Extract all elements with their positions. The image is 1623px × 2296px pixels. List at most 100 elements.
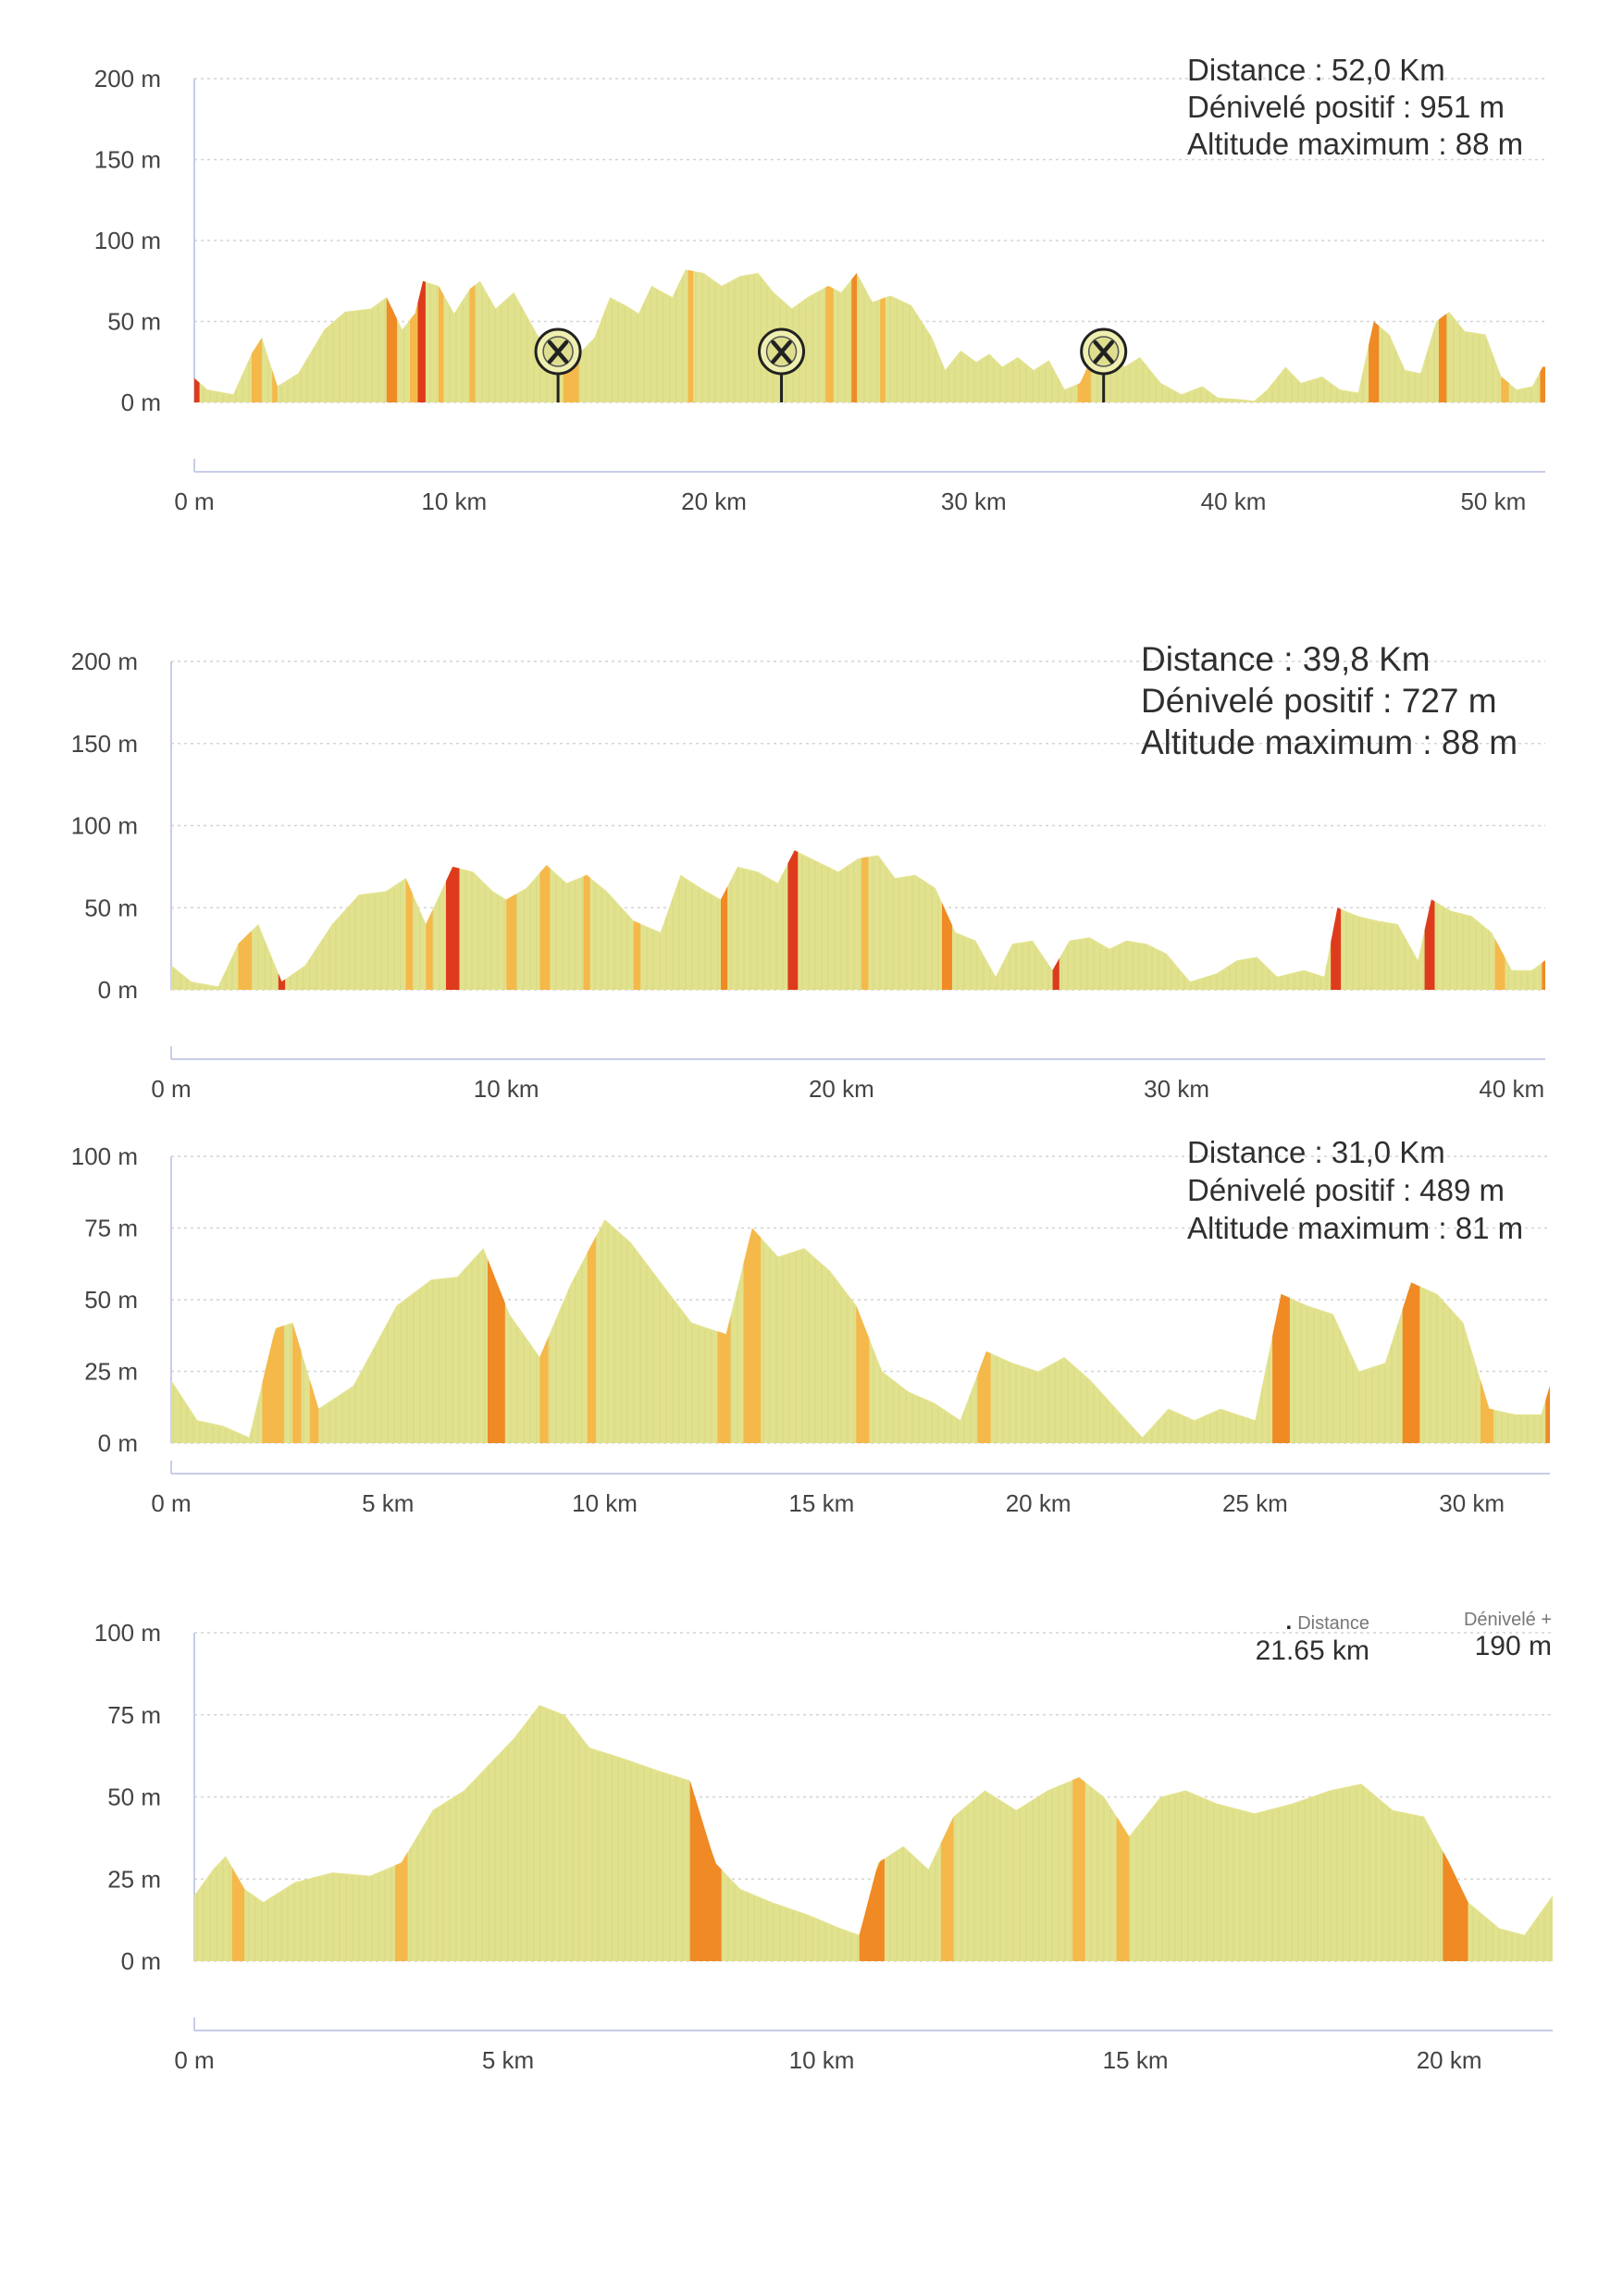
y-tick-label: 100 m: [71, 812, 138, 840]
elevation-chart-2: 0 m 50 m 100 m 150 m 200 m 0 m 10 km 20 km 30 km…: [0, 629, 1623, 1110]
chart-svg-1: 0 m 50 m 100 m 150 m 200 m 0 m 10 km 20 km 30 km…: [94, 65, 1545, 515]
slope-segment: [689, 1780, 722, 1961]
slope-segment: [859, 1858, 885, 1961]
x-tick-label: 10 km: [789, 2046, 855, 2074]
slope-segment: [238, 931, 252, 990]
slope-segment: [539, 1336, 549, 1443]
slope-segment: [262, 1325, 284, 1443]
chart-svg-3: 0 m 25 m 50 m 75 m 100 m 0 m 5 km 10 km 15 km 20 …: [71, 1142, 1550, 1517]
x-tick-label: 0 m: [174, 2046, 214, 2074]
slope-segment: [194, 377, 200, 402]
elevation-gain-value: 190 m: [1474, 1631, 1552, 1661]
slope-segment: [880, 297, 886, 402]
y-tick-label: 50 m: [107, 1784, 161, 1811]
y-tick-label: 200 m: [94, 65, 161, 93]
x-tick-label: 0 m: [151, 1075, 191, 1103]
elevation-gain-label: Dénivelé +: [1463, 1610, 1552, 1630]
route-stats-2: Distance : 39,8 Km Dénivelé positif : 72…: [1141, 638, 1518, 763]
slope-segment: [446, 866, 460, 990]
slope-segment: [942, 902, 952, 990]
y-tick-label: 50 m: [84, 894, 138, 921]
x-tick-label: 20 km: [809, 1075, 874, 1103]
y-tick-label: 75 m: [107, 1701, 161, 1729]
y-tick-label: 75 m: [84, 1215, 138, 1242]
slope-segment: [272, 370, 278, 402]
x-tick-label: 20 km: [1006, 1489, 1072, 1517]
y-tick-label: 150 m: [71, 730, 138, 758]
elevation-gain-stat: Dénivelé + 190 m: [1464, 1610, 1552, 1662]
slope-segment: [231, 1867, 245, 1961]
slope-segment: [278, 973, 286, 990]
x-tick-label: 40 km: [1479, 1075, 1544, 1103]
y-tick-label: 100 m: [94, 227, 161, 254]
x-tick-label: 50 km: [1460, 488, 1526, 515]
y-tick-label: 50 m: [107, 308, 161, 336]
y-tick-label: 100 m: [94, 1619, 161, 1647]
slope-segment: [1072, 1777, 1085, 1961]
slope-segment: [1545, 1386, 1550, 1443]
slope-segment: [851, 273, 857, 402]
slope-segment: [506, 894, 517, 990]
slope-segment: [469, 285, 476, 402]
slope-segment: [1540, 366, 1545, 402]
slope-segment: [1443, 1851, 1468, 1961]
x-tick-label: 10 km: [474, 1075, 539, 1103]
slope-segment: [940, 1816, 954, 1961]
x-tick-label: 30 km: [1144, 1075, 1209, 1103]
x-tick-label: 40 km: [1201, 488, 1267, 515]
slope-segment: [743, 1228, 762, 1443]
x-tick-label: 10 km: [421, 488, 487, 515]
stat-max-altitude: Altitude maximum : 88 m: [1141, 723, 1518, 761]
route-stats-3: Distance : 31,0 Km Dénivelé positif : 48…: [1187, 1133, 1523, 1247]
slope-segment: [861, 857, 869, 990]
slope-segment: [386, 297, 397, 402]
slope-segment: [825, 286, 834, 402]
slope-segment: [539, 865, 551, 990]
y-tick-label: 100 m: [71, 1142, 138, 1170]
y-tick-label: 0 m: [98, 976, 138, 1004]
slope-segment: [251, 338, 262, 402]
slope-segment: [856, 1305, 870, 1443]
stat-elevation-gain: Dénivelé positif : 727 m: [1141, 682, 1497, 720]
x-tick-label: 30 km: [941, 488, 1007, 515]
slope-segment: [438, 286, 444, 402]
restaurant-icon[interactable]: [534, 327, 582, 402]
elevation-chart-3: 0 m 25 m 50 m 75 m 100 m 0 m 5 km 10 km 15 km 20 …: [0, 1135, 1623, 1545]
slope-segment: [1542, 960, 1545, 990]
y-tick-label: 0 m: [98, 1429, 138, 1457]
x-tick-label: 20 km: [681, 488, 747, 515]
slope-segment: [417, 280, 426, 402]
y-tick-label: 150 m: [94, 146, 161, 174]
y-tick-label: 200 m: [71, 648, 138, 675]
x-tick-label: 0 m: [151, 1489, 191, 1517]
distance-stat: . Distance 21.65 km: [1256, 1610, 1369, 1667]
slope-segment: [787, 850, 799, 990]
stat-distance: Distance : 39,8 Km: [1141, 640, 1431, 678]
route-stats-1: Distance : 52,0 Km Dénivelé positif : 95…: [1187, 52, 1523, 163]
x-tick-label: 15 km: [788, 1489, 854, 1517]
x-tick-label: 25 km: [1222, 1489, 1288, 1517]
slope-segment: [587, 1236, 597, 1443]
restaurant-icon[interactable]: [758, 327, 806, 402]
slope-segment: [1272, 1293, 1290, 1443]
stat-distance: Distance : 52,0 Km: [1187, 53, 1445, 87]
slope-segment: [426, 909, 433, 990]
slope-segment: [1424, 899, 1435, 990]
slope-segment: [1331, 907, 1342, 990]
slope-segment: [405, 878, 413, 990]
chart-svg-4: 0 m 25 m 50 m 75 m 100 m 0 m 5 km 10 km 15 km 20 …: [94, 1619, 1553, 2074]
restaurant-icon[interactable]: [1080, 327, 1128, 402]
stat-max-altitude: Altitude maximum : 81 m: [1187, 1211, 1524, 1245]
chart-svg-2: 0 m 50 m 100 m 150 m 200 m 0 m 10 km 20 km 30 km…: [71, 648, 1545, 1103]
x-tick-label: 20 km: [1417, 2046, 1482, 2074]
slope-segment: [309, 1379, 319, 1443]
slope-segment: [633, 920, 641, 990]
slope-segment: [1494, 938, 1505, 990]
y-tick-label: 25 m: [107, 1865, 161, 1893]
slope-segment: [717, 1316, 731, 1443]
elevation-chart-1: 0 m 50 m 100 m 150 m 200 m 0 m 10 km 20 km 30 km…: [0, 37, 1623, 518]
slope-segment: [488, 1259, 505, 1443]
slope-segment: [1116, 1816, 1130, 1961]
y-tick-label: 25 m: [84, 1358, 138, 1386]
slope-segment: [1077, 359, 1091, 402]
